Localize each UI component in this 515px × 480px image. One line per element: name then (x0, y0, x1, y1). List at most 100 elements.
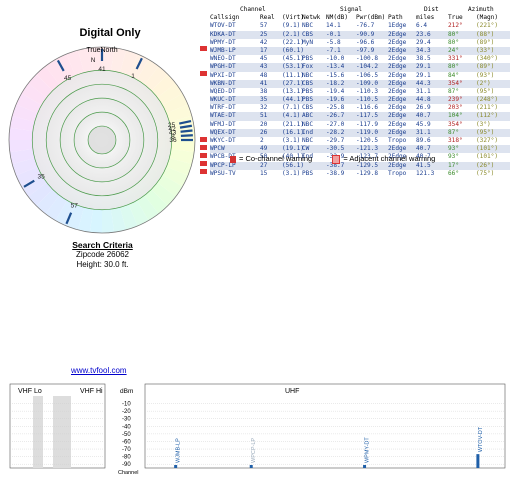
signal-bar (174, 465, 178, 468)
table-cell: -25.8 (326, 104, 345, 112)
table-cell: 87° (448, 128, 460, 136)
column-header-7: miles (416, 14, 435, 22)
table-cell: 331° (448, 55, 463, 63)
table-cell: NBC (302, 22, 314, 30)
uhf-label: UHF (285, 388, 299, 395)
tvfool-link[interactable]: www.tvfool.com (71, 366, 127, 375)
warning-marker (200, 144, 207, 150)
table-cell: 80° (448, 38, 460, 46)
station-tick-label: 45 (64, 75, 72, 82)
table-cell: 318° (448, 137, 463, 144)
table-cell: 40.7 (416, 153, 431, 161)
table-cell: (3.1) (282, 169, 301, 177)
table-row: WKBN-DT 41 (27.1) CBS -18.2 -109.0 2Edge 44.3 35… (210, 79, 510, 88)
table-cell: 2Edge (388, 63, 407, 71)
station-tick (56, 59, 65, 72)
table-cell: KDKA-DT (210, 30, 236, 38)
table-cell: 45 (260, 55, 268, 63)
table-cell: -18.2 (326, 79, 345, 87)
table-cell: WPGH-DT (210, 63, 236, 71)
table-cell: 2Edge (388, 145, 407, 153)
column-header-8: True (448, 14, 463, 22)
azimuth-group-header: Azimuth (468, 6, 494, 13)
table-cell: 44.8 (416, 96, 431, 104)
warning-marker (200, 169, 207, 175)
column-header-4: NM(dB) (326, 14, 349, 22)
table-cell: WPMY-DT (210, 38, 236, 46)
station-table: Channel Signal Dist Azimuth Callsign Real… (210, 6, 510, 178)
station-tick (23, 179, 35, 188)
table-cell: (13.1) (282, 87, 305, 95)
table-cell: -97.9 (356, 46, 375, 54)
signal-bar (363, 465, 367, 468)
table-cell: -38.7 (326, 161, 345, 169)
table-cell: 2 (260, 137, 264, 144)
table-cell: 32 (260, 104, 268, 112)
table-cell: (221°) (476, 22, 499, 30)
table-cell: 2Edge (388, 55, 407, 63)
table-cell: WKBN-DT (210, 79, 236, 87)
table-cell: 80° (448, 30, 460, 38)
station-tick (180, 129, 193, 133)
station-tick-label: 1 (131, 73, 135, 80)
table-cell: WPCW (210, 145, 225, 153)
x-axis-label: Channel (118, 470, 139, 476)
table-cell: (9.1) (282, 22, 301, 30)
column-header-3: Netwk (302, 14, 321, 22)
station-tick-label: 42 (169, 126, 177, 133)
table-row: WQED-DT 38 (13.1) PBS -19.4 -110.3 2Edge 31.1 87… (210, 88, 510, 96)
table-cell: -116.6 (356, 104, 379, 112)
table-row: WKYC-DT 2 (3.1) NBC -29.7 -120.5 Tropo 89.6 318°… (210, 137, 510, 145)
cochannel-swatch (230, 155, 236, 163)
table-cell: (248°) (476, 96, 499, 104)
table-cell: -96.6 (356, 38, 375, 46)
table-cell: 50 (260, 153, 268, 161)
table-cell: ABC (302, 112, 314, 120)
signal-group-header: Signal (340, 6, 363, 13)
adjacent-swatch (332, 154, 341, 164)
table-cell: (60.1) (282, 46, 305, 54)
table-cell: 2Edge (388, 79, 407, 87)
table-cell: 48 (260, 71, 268, 79)
table-cell: -29.7 (326, 137, 345, 144)
station-tick-label: 35 (38, 174, 46, 181)
warning-marker (200, 136, 207, 142)
signal-bar (476, 454, 480, 468)
column-header-0: Callsign (210, 14, 240, 22)
table-cell: -123.7 (356, 153, 379, 161)
table-cell: -106.5 (356, 71, 379, 79)
table-cell: (56.1) (282, 161, 305, 169)
station-tick (65, 212, 73, 225)
y-tick-label: -30 (122, 417, 131, 423)
warning-marker (200, 161, 207, 167)
table-cell: 23.6 (416, 30, 431, 38)
table-cell: NBC (302, 120, 314, 128)
table-cell: WNEO-DT (210, 55, 236, 63)
table-cell: (45.1) (282, 55, 305, 63)
table-row: WNEO-DT 45 (45.1) PBS -10.0 -100.8 2Edge 38.5 33… (210, 55, 510, 63)
table-cell: -10.0 (326, 55, 345, 63)
table-cell: (16.1) (282, 128, 305, 136)
table-cell: 41.5 (416, 161, 431, 169)
table-cell: (40.1) (282, 153, 305, 161)
table-cell: (211°) (476, 104, 499, 112)
table-cell: (88°) (476, 30, 495, 38)
table-cell: 89.6 (416, 137, 431, 144)
station-tick-label: 25 (168, 122, 176, 129)
table-cell: 1Edge (388, 22, 407, 30)
cochannel-legend-text: = Co-channel warning (239, 154, 313, 163)
table-cell: PBS (302, 87, 314, 95)
table-cell: 24° (448, 46, 460, 54)
table-column-header: Callsign Real (Virt) Netwk NM(dB) Pwr(dBm) Pat… (210, 14, 510, 22)
table-cell: (22.1) (282, 38, 305, 46)
bar-callsign-label: WJMB-LP (176, 438, 182, 463)
table-cell: 14.1 (326, 22, 341, 30)
table-cell: PBS (302, 96, 314, 104)
table-cell: 2Edge (388, 71, 407, 79)
y-tick-label: -60 (122, 439, 131, 445)
table-cell: -28.2 (326, 128, 345, 136)
table-cell: 2Edge (388, 46, 407, 54)
table-cell: 203° (448, 104, 463, 112)
table-cell: WTRF-DT (210, 104, 236, 112)
table-cell: WPXI-DT (210, 71, 236, 79)
